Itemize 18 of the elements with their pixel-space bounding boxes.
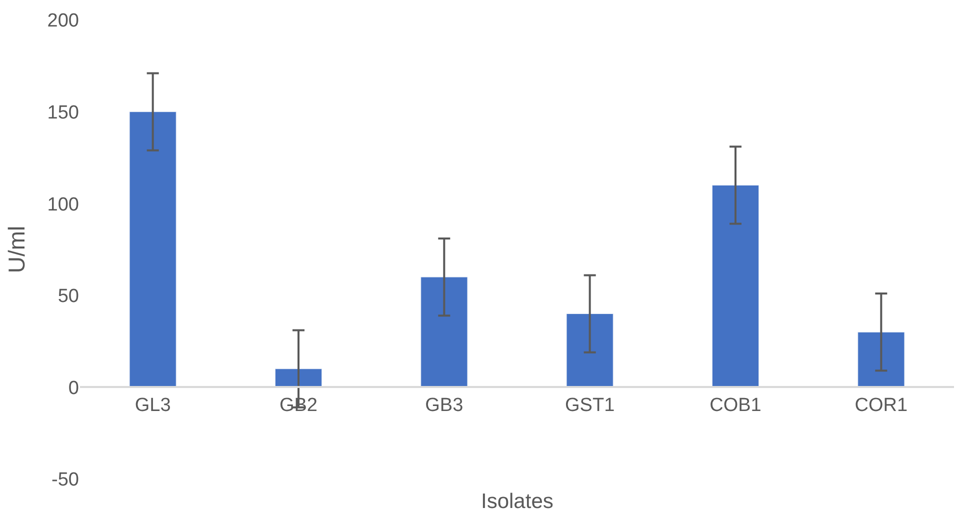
bar <box>858 332 905 388</box>
bar <box>712 184 760 388</box>
bar <box>420 276 468 388</box>
y-tick-label: 100 <box>47 194 79 216</box>
y-tick-label: 150 <box>47 102 79 124</box>
x-tick-label: COB1 <box>710 394 762 416</box>
y-tick-label: 50 <box>58 286 79 308</box>
bar <box>129 112 176 388</box>
x-axis-title: Isolates <box>481 490 554 513</box>
bar <box>566 314 614 388</box>
y-tick-label: 200 <box>47 10 79 32</box>
x-tick-label: GST1 <box>565 394 615 416</box>
y-axis-title: U/ml <box>4 226 30 274</box>
x-tick-label: GL3 <box>134 394 171 416</box>
x-tick-label: COR1 <box>854 394 908 416</box>
y-tick-label: -50 <box>52 470 79 491</box>
x-tick-label: GB3 <box>425 394 464 416</box>
y-tick-label: 0 <box>68 378 79 399</box>
